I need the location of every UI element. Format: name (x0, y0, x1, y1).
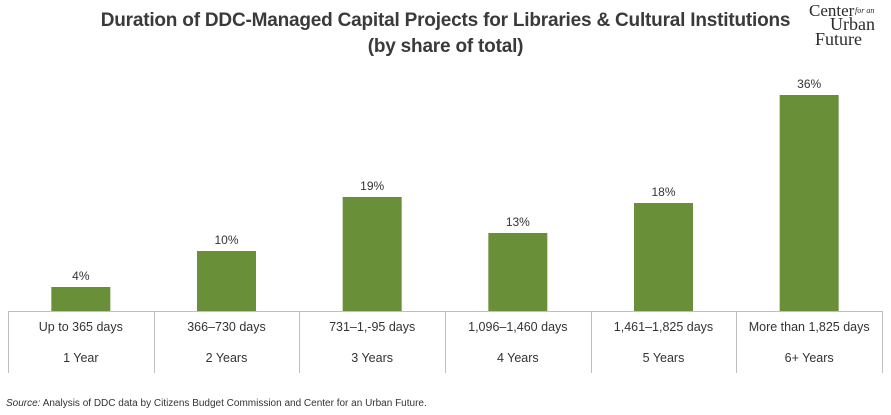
data-label: 10% (214, 233, 238, 247)
x-group-label: 2 Years (206, 351, 248, 365)
bar (197, 251, 256, 311)
x-tick-label: 366–730 days (187, 320, 266, 334)
data-label: 19% (360, 179, 384, 193)
data-label: 18% (651, 185, 675, 199)
data-label: 13% (506, 215, 530, 229)
data-label: 4% (72, 269, 90, 283)
source-note: Source: Analysis of DDC data by Citizens… (6, 398, 427, 409)
logo-word-urban: Urban (830, 14, 875, 34)
chart-subtitle: (by share of total) (367, 36, 524, 57)
data-label: 36% (797, 77, 821, 91)
x-tick-label: 731–1,-95 days (329, 320, 415, 334)
bar (634, 203, 693, 311)
logo-word-for-an: for an (855, 6, 875, 15)
logo-word-future: Future (815, 29, 862, 49)
source-text: Analysis of DDC data by Citizens Budget … (40, 398, 427, 409)
center-for-urban-future-logo: Center for an Urban Future (808, 1, 888, 49)
bar (779, 95, 839, 311)
chart-title: Duration of DDC-Managed Capital Projects… (100, 10, 791, 31)
x-tick-label: Up to 365 days (39, 320, 123, 334)
bar (51, 287, 111, 311)
x-group-label: 5 Years (643, 351, 685, 365)
bar (342, 197, 402, 311)
logo-word-center: Center (809, 1, 855, 20)
x-group-label: 4 Years (497, 351, 539, 365)
x-group-label: 6+ Years (785, 351, 834, 365)
x-group-label: 3 Years (351, 351, 393, 365)
x-tick-label: 1,096–1,460 days (468, 320, 567, 334)
x-tick-label: 1,461–1,825 days (614, 320, 713, 334)
x-group-label: 1 Year (63, 351, 98, 365)
x-tick-label: More than 1,825 days (749, 320, 870, 334)
bar (488, 233, 548, 311)
source-prefix: Source: (6, 398, 41, 409)
